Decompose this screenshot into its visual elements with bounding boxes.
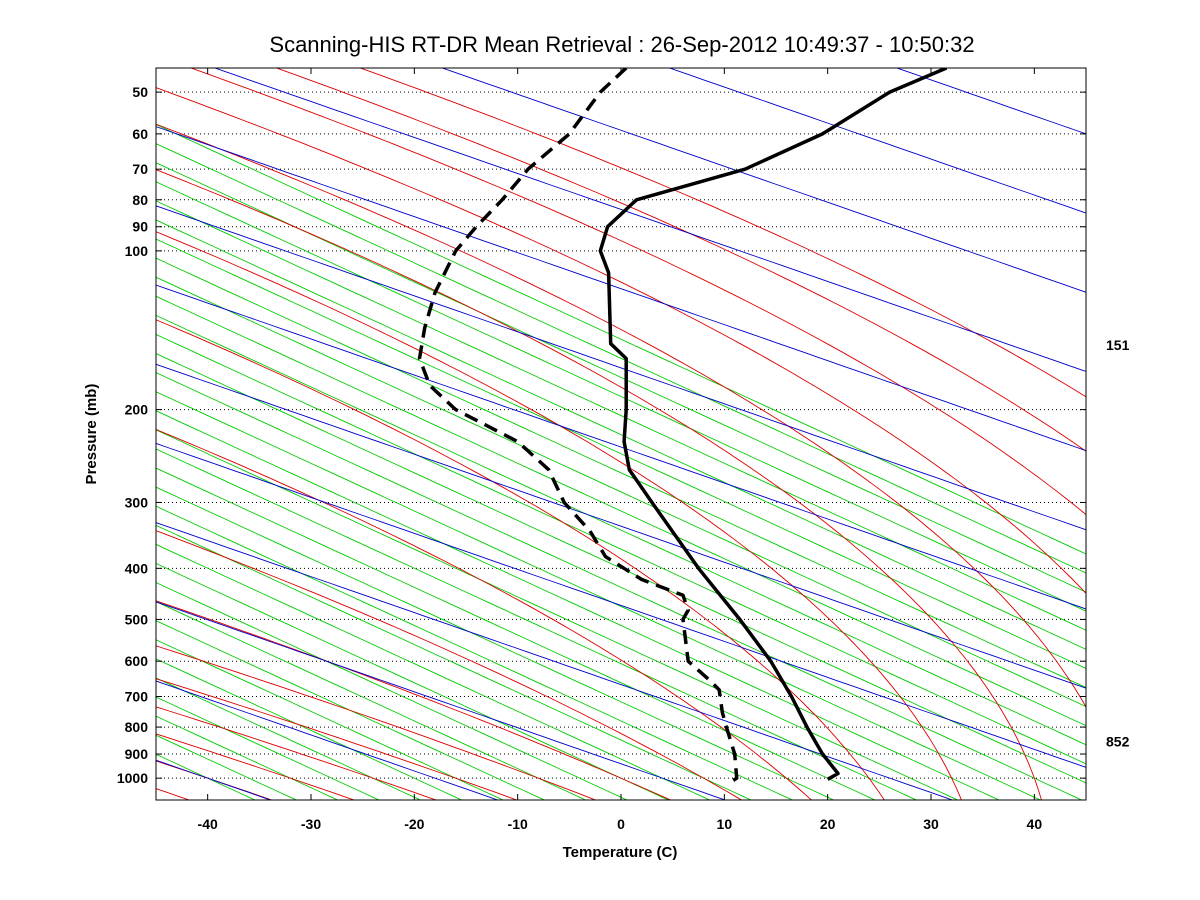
mixing-ratio-line bbox=[156, 543, 711, 800]
moist-adiabat bbox=[156, 530, 743, 800]
y-tick-label: 80 bbox=[132, 192, 148, 208]
mixing-ratio-line bbox=[156, 314, 1086, 746]
chart-title: Scanning-HIS RT-DR Mean Retrieval : 26-S… bbox=[269, 32, 974, 57]
dry-adiabat bbox=[213, 68, 1086, 372]
mixing-ratio-lines bbox=[156, 124, 1086, 800]
y-tick-label: 90 bbox=[132, 219, 148, 235]
y-tick-label: 700 bbox=[125, 688, 149, 704]
x-tick-label: 0 bbox=[617, 816, 625, 832]
moist-adiabat bbox=[156, 87, 1086, 594]
dry-adiabat bbox=[156, 601, 727, 800]
moist-adiabat bbox=[156, 169, 1042, 800]
x-tick-label: 10 bbox=[717, 816, 733, 832]
y-tick-label: 900 bbox=[125, 746, 149, 762]
y-tick-label: 500 bbox=[125, 611, 149, 627]
moist-adiabat-lines bbox=[0, 44, 1086, 801]
dry-adiabat bbox=[156, 522, 954, 800]
moist-adiabat bbox=[358, 68, 1086, 398]
x-axis-ticks: -40 -30 -20 -10 0 10 20 30 40 bbox=[198, 68, 1043, 832]
profile-series-dashed bbox=[417, 68, 739, 785]
dry-adiabat bbox=[0, 44, 47, 801]
mixing-ratio-line bbox=[156, 658, 463, 800]
plot-area bbox=[156, 68, 1086, 800]
pressure-gridlines bbox=[156, 91, 1086, 779]
mixing-ratio-line bbox=[156, 601, 587, 800]
x-tick-label: -30 bbox=[301, 816, 321, 832]
mixing-ratio-line bbox=[156, 372, 1083, 800]
x-tick-label: 20 bbox=[820, 816, 836, 832]
y-tick-label: 400 bbox=[125, 560, 149, 576]
x-tick-label: -10 bbox=[508, 816, 528, 832]
right-label-151: 151 bbox=[1106, 337, 1130, 353]
mixing-ratio-line bbox=[156, 124, 1086, 555]
moist-adiabat bbox=[156, 428, 813, 800]
moist-adiabat bbox=[156, 231, 962, 800]
right-label-852: 852 bbox=[1106, 733, 1130, 749]
mixing-ratio-line bbox=[156, 353, 1086, 784]
dry-adiabat bbox=[156, 363, 1086, 689]
mixing-ratio-line bbox=[156, 276, 1086, 708]
x-tick-label: 30 bbox=[923, 816, 939, 832]
moist-adiabat bbox=[189, 68, 1086, 516]
dry-adiabat bbox=[156, 126, 1086, 452]
x-axis-label: Temperature (C) bbox=[563, 844, 678, 861]
mixing-ratio-line bbox=[156, 219, 1086, 650]
dry-adiabat bbox=[156, 205, 1086, 531]
y-tick-label: 50 bbox=[132, 84, 148, 100]
mixing-ratio-line bbox=[156, 162, 1086, 593]
x-tick-label: -20 bbox=[404, 816, 424, 832]
x-tick-label: 40 bbox=[1027, 816, 1043, 832]
mixing-ratio-line bbox=[156, 582, 629, 800]
moist-adiabat bbox=[156, 319, 885, 800]
mixing-ratio-line bbox=[156, 524, 753, 800]
moist-adiabat bbox=[275, 68, 1086, 452]
y-tick-label: 600 bbox=[125, 653, 149, 669]
moist-adiabat bbox=[156, 600, 672, 800]
y-tick-label: 300 bbox=[125, 494, 149, 510]
mixing-ratio-line bbox=[156, 467, 877, 800]
mixing-ratio-line bbox=[156, 505, 794, 800]
profile-series-solid bbox=[598, 68, 948, 781]
mixing-ratio-line bbox=[156, 200, 1086, 631]
mixing-ratio-line bbox=[156, 295, 1086, 727]
mixing-ratio-line bbox=[156, 410, 1001, 800]
profile-series bbox=[417, 68, 948, 785]
mixing-ratio-line bbox=[156, 257, 1086, 688]
y-tick-label: 200 bbox=[125, 402, 149, 418]
moist-adiabat bbox=[0, 44, 27, 801]
y-tick-label: 800 bbox=[125, 719, 149, 735]
mixing-ratio-line bbox=[156, 639, 505, 800]
mixing-ratio-line bbox=[156, 563, 670, 800]
y-tick-label: 70 bbox=[132, 161, 148, 177]
mixing-ratio-line bbox=[156, 143, 1086, 574]
y-axis-ticks: 50 60 70 80 90 100 200 300 400 500 600 700 800 900 100… bbox=[117, 84, 1086, 786]
dry-adiabat bbox=[668, 68, 1086, 214]
mixing-ratio-line bbox=[156, 391, 1042, 800]
moist-adiabat bbox=[156, 645, 597, 800]
mixing-ratio-line bbox=[156, 333, 1086, 765]
mixing-ratio-line bbox=[156, 429, 959, 800]
y-tick-label: 100 bbox=[125, 243, 149, 259]
mixing-ratio-line bbox=[156, 181, 1086, 612]
dry-adiabat bbox=[156, 442, 1086, 768]
dry-adiabat bbox=[156, 284, 1086, 610]
moist-adiabat bbox=[156, 123, 1086, 709]
mixing-ratio-line bbox=[156, 620, 546, 800]
right-labels: 151 852 bbox=[1106, 337, 1130, 749]
mixing-ratio-line bbox=[156, 486, 835, 800]
y-tick-label: 60 bbox=[132, 126, 148, 142]
y-tick-label: 1000 bbox=[117, 770, 148, 786]
x-tick-label: -40 bbox=[198, 816, 218, 832]
y-axis-label: Pressure (mb) bbox=[83, 384, 100, 485]
